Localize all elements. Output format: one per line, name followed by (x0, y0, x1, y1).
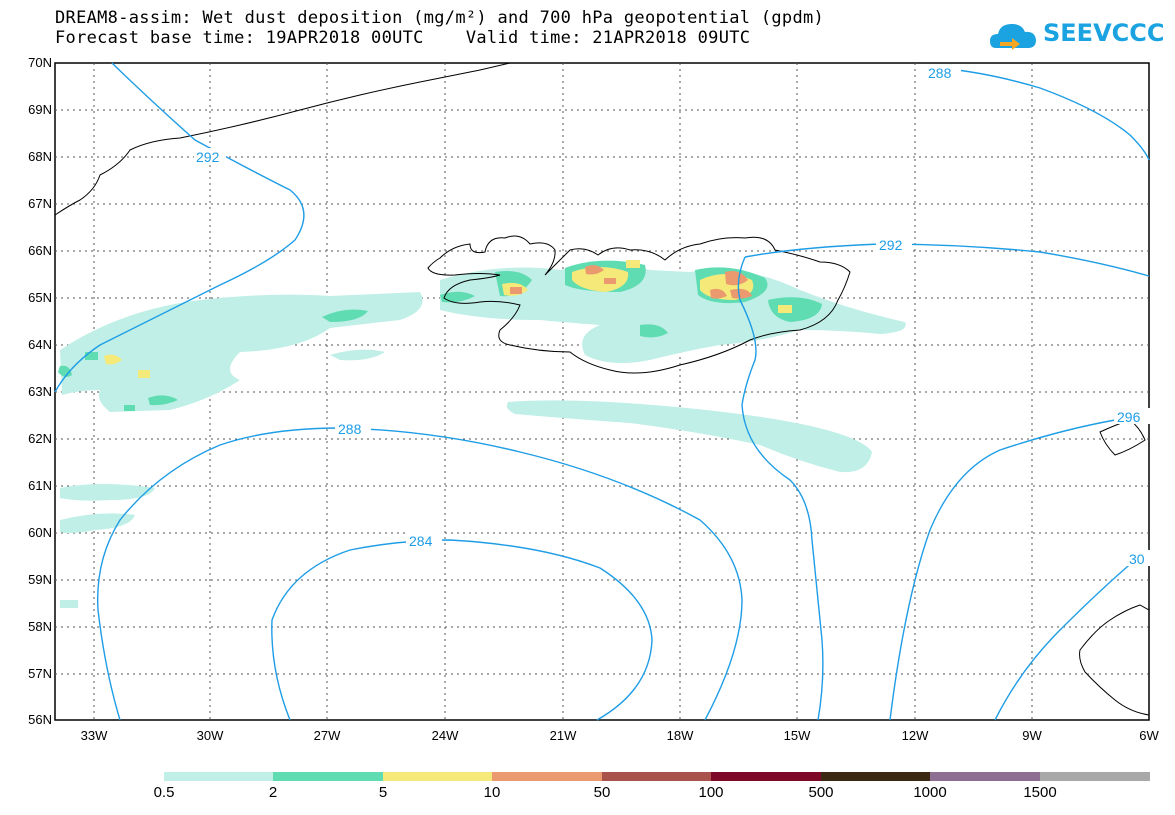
deposition-yellow-4 (104, 354, 122, 365)
contour-300 (994, 549, 1150, 721)
lon-label: 9W (1022, 728, 1042, 743)
deposition-orange-5 (510, 287, 522, 294)
contour-292-west (54, 62, 305, 393)
deposition-green-4 (85, 352, 98, 360)
contour-label: 288 (338, 421, 362, 437)
colorbar-box (930, 772, 1040, 781)
colorbar-box (492, 772, 602, 781)
scotland-coastline (1099, 419, 1146, 456)
colorbar-label: 5 (378, 784, 388, 801)
contour-label: 292 (196, 149, 220, 165)
colorbar-box (711, 772, 821, 781)
lon-label: 12W (901, 728, 929, 743)
contour-296 (889, 412, 1150, 721)
lat-label: 56N (28, 712, 52, 727)
deposition-yellow-5 (138, 370, 150, 378)
deposition-orange-2 (725, 271, 748, 286)
lat-label: 69N (28, 102, 52, 117)
deposition-patch-sw2 (60, 513, 135, 534)
iceland-coastline (427, 235, 851, 374)
contour-288-south (96, 427, 743, 721)
colorbar-box (164, 772, 274, 781)
colorbar-label: 1000 (913, 784, 947, 801)
lat-label: 64N (28, 337, 52, 352)
map-title: DREAM8-assim: Wet dust deposition (mg/m²… (55, 8, 825, 28)
lon-label: 18W (666, 728, 694, 743)
deposition-green-5 (124, 405, 135, 411)
map-subtitle: Forecast base time: 19APR2018 00UTC Vali… (55, 28, 751, 48)
colorbar-label: 0.5 (153, 784, 175, 801)
greenland-coastline (54, 62, 511, 216)
lon-label: 6W (1139, 728, 1159, 743)
lat-label: 68N (28, 149, 52, 164)
deposition-orange-4 (730, 288, 752, 299)
dust-deposition-shading (58, 260, 906, 608)
lat-label: 59N (28, 572, 52, 587)
deposition-orange-6 (604, 278, 616, 284)
lat-label: 61N (28, 478, 52, 493)
contour-label: 288 (928, 65, 952, 81)
lat-label: 67N (28, 196, 52, 211)
deposition-green-2 (148, 395, 178, 406)
lat-label: 57N (28, 666, 52, 681)
deposition-orange-3 (710, 288, 727, 299)
colorbar-label: 500 (808, 784, 834, 801)
colorbar-label: 1500 (1023, 784, 1057, 801)
lon-label: 27W (313, 728, 341, 743)
scotland-coastline-2 (1079, 604, 1150, 716)
contour-label: 296 (1117, 409, 1141, 425)
lat-label: 63N (28, 384, 52, 399)
seevccc-logo (990, 24, 1036, 50)
colorbar-label: 50 (593, 784, 611, 801)
deposition-green-1 (322, 309, 368, 322)
lon-label: 21W (549, 728, 577, 743)
deposition-patch-sw (60, 484, 155, 501)
contour-label: 30 (1129, 551, 1145, 567)
lat-label: 66N (28, 243, 52, 258)
lat-label: 70N (28, 55, 52, 70)
colorbar-box (383, 772, 493, 781)
lon-label: 30W (196, 728, 224, 743)
logo-text: SEEVCCC (1043, 19, 1165, 47)
colorbar-label: 10 (483, 784, 501, 801)
lat-label: 65N (28, 290, 52, 305)
lon-label: 33W (80, 728, 108, 743)
deposition-yellow-7 (626, 260, 640, 268)
deposition-green-3 (58, 365, 72, 377)
contour-label: 284 (409, 533, 433, 549)
lon-label: 15W (783, 728, 811, 743)
deposition-green-6 (640, 324, 668, 338)
lat-label: 62N (28, 431, 52, 446)
deposition-orange-1 (585, 265, 604, 275)
deposition-green-10 (768, 297, 822, 322)
contour-284 (271, 539, 653, 721)
contour-label-group: 288 292 288 284 292 296 30 (194, 65, 1150, 567)
colorbar-box (1040, 772, 1150, 781)
colorbar-box (821, 772, 931, 781)
contour-label: 292 (879, 237, 903, 253)
colorbar-label: 100 (698, 784, 724, 801)
colorbar-box (602, 772, 712, 781)
colorbar-box (273, 772, 383, 781)
lon-label: 24W (431, 728, 459, 743)
deposition-patch-sw3 (60, 600, 78, 608)
lat-label: 60N (28, 525, 52, 540)
deposition-band-south (506, 400, 872, 473)
contour-292-east (744, 243, 1150, 277)
deposition-yellow-6 (778, 305, 792, 313)
deposition-band-southwest (60, 292, 423, 412)
contour-292-south (737, 256, 824, 721)
deposition-band-iceland (440, 265, 906, 364)
deposition-patch-mid (330, 349, 385, 361)
lat-label: 58N (28, 619, 52, 634)
colorbar-label: 2 (268, 784, 278, 801)
deposition-green-7 (440, 291, 475, 303)
coastlines (54, 62, 1150, 716)
contour-288-north (924, 66, 1150, 161)
